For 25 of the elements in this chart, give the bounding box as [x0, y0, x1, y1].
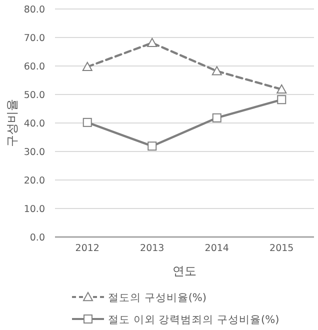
point [276, 84, 287, 94]
x-tick-label: 2012 [75, 243, 100, 254]
x-tick-label: 2015 [270, 243, 294, 254]
point [212, 66, 222, 76]
point [147, 38, 158, 48]
y-axis-title: 구성비율 [5, 99, 19, 147]
legend-label: 절도 이외 강력범죄의 구성비율(%) [108, 314, 280, 326]
y-tick-label: 60.0 [24, 62, 45, 72]
x-tick-label: 2013 [140, 243, 164, 254]
y-tick-label: 10.0 [24, 204, 45, 215]
legend-label: 절도의 구성비율(%) [108, 292, 207, 304]
point [82, 62, 92, 71]
x-tick-label: 2014 [204, 243, 229, 254]
y-tick-label: 20.0 [24, 176, 45, 186]
point [212, 113, 222, 122]
point [148, 142, 157, 151]
x-axis-title: 연도 [172, 264, 196, 278]
y-tick-label: 80.0 [24, 4, 45, 16]
y-tick-label: 40.0 [24, 118, 45, 130]
y-tick-label: 0.0 [30, 232, 45, 244]
y-tick-label: 30.0 [24, 147, 45, 158]
y-tick-label: 50.0 [24, 90, 45, 101]
point [82, 118, 92, 127]
y-tick-label: 70.0 [24, 33, 45, 44]
point [277, 95, 286, 104]
